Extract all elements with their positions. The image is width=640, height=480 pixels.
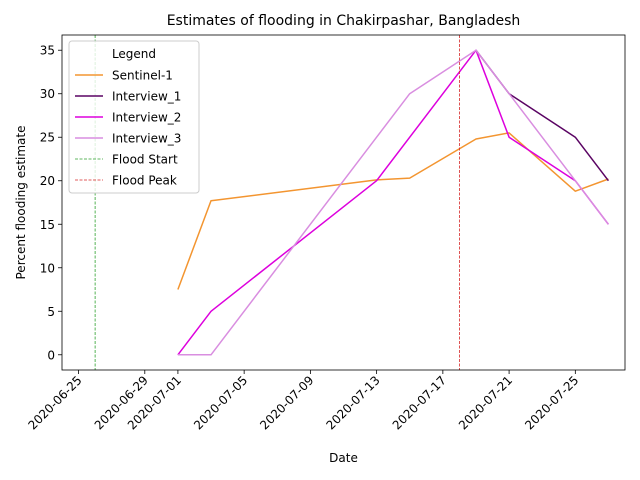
x-tick-label: 2020-07-09 xyxy=(257,373,316,432)
x-tick-label: 2020-07-17 xyxy=(390,373,449,432)
legend-entry: Sentinel-1 xyxy=(112,69,173,83)
series-line-interview-3 xyxy=(177,49,609,356)
legend-entry: Interview_2 xyxy=(112,111,181,125)
legend: Legend Sentinel-1 Interview_1 Interview_2 In… xyxy=(68,40,200,194)
y-tick-label: 30 xyxy=(40,87,55,101)
y-tick-label: 0 xyxy=(47,348,55,362)
axes-frame xyxy=(61,34,626,371)
y-tick-label: 15 xyxy=(40,218,55,232)
x-axis-label: Date xyxy=(329,451,358,465)
series-lines xyxy=(177,49,609,356)
x-tick-label: 2020-07-05 xyxy=(191,373,250,432)
legend-box xyxy=(68,40,200,194)
legend-title: Legend xyxy=(112,47,156,61)
y-tick-label: 20 xyxy=(40,174,55,188)
legend-entry: Flood Start xyxy=(112,153,178,167)
legend-entry: Flood Peak xyxy=(112,174,177,188)
y-tick-label: 10 xyxy=(40,261,55,275)
x-tick-label: 2020-07-21 xyxy=(456,373,515,432)
y-axis-ticks: 0 5 10 15 20 25 30 35 xyxy=(40,44,62,362)
legend-entry: Interview_1 xyxy=(112,90,181,104)
y-tick-label: 25 xyxy=(40,131,55,145)
y-tick-label: 5 xyxy=(47,305,55,319)
legend-entry: Interview_3 xyxy=(112,132,181,146)
y-axis-label: Percent flooding estimate xyxy=(14,125,28,279)
x-tick-label: 2020-07-25 xyxy=(522,373,581,432)
chart-title: Estimates of flooding in Chakirpashar, B… xyxy=(167,13,521,29)
axes xyxy=(61,34,626,371)
x-tick-label: 2020-06-25 xyxy=(25,373,84,432)
y-tick-label: 35 xyxy=(40,44,55,58)
x-tick-label: 2020-07-13 xyxy=(324,373,383,432)
series-line-sentinel-1 xyxy=(177,132,609,290)
